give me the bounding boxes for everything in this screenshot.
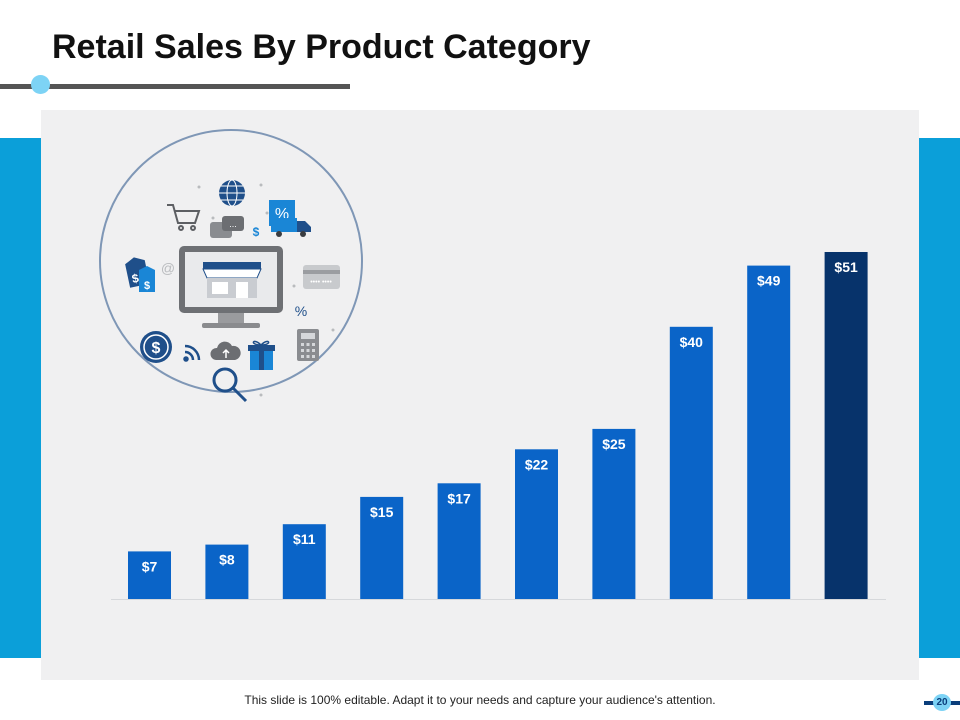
bar-label-5: $17: [447, 490, 471, 506]
at-sign-icon: @: [161, 260, 175, 276]
bar-2: [205, 544, 249, 599]
accent-band-right: [919, 138, 960, 658]
bar-label-10: $51: [834, 259, 858, 275]
bar-label-1: $7: [142, 558, 158, 574]
bar-label-9: $49: [757, 273, 781, 289]
footer-note: This slide is 100% editable. Adapt it to…: [244, 693, 716, 707]
chat-bubbles-icon: ...: [210, 216, 244, 238]
credit-card-icon: •••• ••••: [303, 265, 340, 289]
bar-6: [515, 449, 558, 599]
svg-text:...: ...: [229, 219, 237, 229]
svg-text:$: $: [152, 340, 161, 357]
cloud-upload-icon: [210, 341, 241, 360]
decorative-dots: [197, 183, 335, 397]
bar-1: [128, 551, 171, 599]
bar-label-4: $15: [370, 504, 394, 520]
bar-label-3: $11: [293, 531, 316, 547]
gift-icon: [248, 340, 275, 370]
globe-icon: [219, 179, 245, 207]
price-tags-icon: $ $: [125, 257, 155, 292]
calculator-icon: [297, 329, 319, 361]
bar-chart: ... % $ •••• •••• % $ $: [99, 129, 886, 600]
bar-10: [824, 252, 868, 599]
bar-data-labels: $7 $8 $11 $15 $17 $22 $25 $40 $49 $51: [142, 259, 858, 574]
svg-text:$: $: [131, 271, 141, 286]
bar-label-6: $22: [525, 456, 549, 472]
bar-4: [360, 496, 404, 599]
wifi-icon: [183, 344, 201, 362]
bar-label-2: $8: [219, 552, 235, 568]
delivery-truck-icon: [271, 218, 311, 237]
title-accent-dot: [31, 75, 50, 94]
svg-text:•••• ••••: •••• ••••: [310, 279, 332, 286]
bar-3: [282, 524, 326, 599]
page-title: Retail Sales By Product Category: [52, 28, 591, 66]
store-monitor-icon: [179, 246, 283, 328]
dollar-sign-icon: $: [253, 225, 260, 239]
bar-series: [128, 252, 868, 599]
bar-8: [669, 326, 713, 599]
dollar-coin-icon: $: [140, 331, 172, 363]
magnifier-icon: [212, 367, 248, 403]
bar-9: [747, 265, 791, 599]
ecommerce-illustration: ... % $ •••• •••• % $ $: [99, 129, 363, 403]
illustration-circle: [99, 129, 363, 393]
bar-7: [592, 428, 636, 599]
accent-band-left: [0, 138, 41, 658]
title-underline: [0, 84, 350, 89]
bar-label-7: $25: [602, 436, 626, 452]
shopping-cart-icon: [167, 204, 201, 231]
percent-icon: %: [295, 303, 307, 319]
page-number: 20: [933, 694, 951, 711]
bar-label-8: $40: [680, 334, 704, 350]
bar-5: [437, 483, 481, 599]
svg-text:$: $: [144, 280, 150, 292]
